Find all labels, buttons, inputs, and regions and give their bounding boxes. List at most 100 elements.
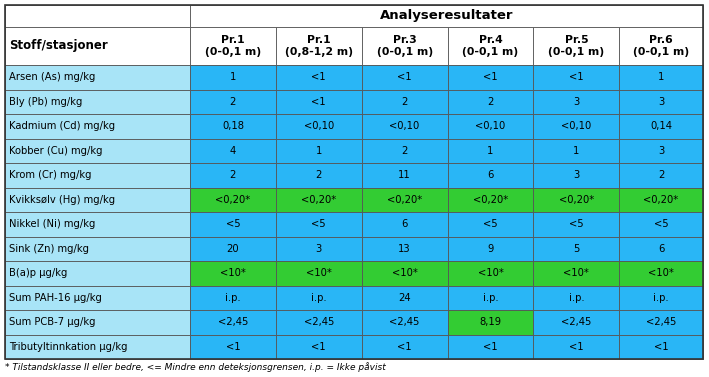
Text: Pr.6
(0-0,1 m): Pr.6 (0-0,1 m)	[633, 35, 689, 57]
Bar	[276, 163, 362, 187]
Bar	[276, 27, 362, 65]
Bar	[276, 138, 362, 163]
Text: 2: 2	[230, 97, 236, 107]
Text: <1: <1	[569, 342, 584, 352]
Text: <0,10: <0,10	[562, 121, 591, 131]
Bar	[619, 212, 703, 236]
Bar	[533, 236, 619, 261]
Bar	[362, 138, 447, 163]
Text: <10*: <10*	[220, 268, 246, 278]
Text: <0,20*: <0,20*	[644, 195, 679, 205]
Bar	[5, 212, 190, 236]
Bar	[276, 236, 362, 261]
Text: Sum PAH-16 μg/kg: Sum PAH-16 μg/kg	[9, 293, 102, 303]
Text: <0,20*: <0,20*	[301, 195, 336, 205]
Bar	[362, 212, 447, 236]
Bar	[276, 187, 362, 212]
Text: <1: <1	[311, 342, 326, 352]
Text: <0,10: <0,10	[475, 121, 506, 131]
Bar	[5, 187, 190, 212]
Bar	[533, 285, 619, 310]
Text: 3: 3	[658, 97, 664, 107]
Text: Kobber (Cu) mg/kg: Kobber (Cu) mg/kg	[9, 146, 103, 156]
Text: 20: 20	[227, 244, 239, 254]
Bar	[619, 285, 703, 310]
Bar	[362, 65, 447, 89]
Bar	[533, 334, 619, 359]
Bar	[447, 310, 533, 334]
Bar	[5, 236, 190, 261]
Text: Pr.5
(0-0,1 m): Pr.5 (0-0,1 m)	[548, 35, 604, 57]
Bar	[362, 236, 447, 261]
Text: 1: 1	[573, 146, 579, 156]
Bar	[190, 187, 276, 212]
Bar	[533, 138, 619, 163]
Text: Tributyltinnkation μg/kg: Tributyltinnkation μg/kg	[9, 342, 128, 352]
Text: Kvikksølv (Hg) mg/kg: Kvikksølv (Hg) mg/kg	[9, 195, 115, 205]
Bar	[619, 334, 703, 359]
Bar	[362, 261, 447, 285]
Text: 24: 24	[398, 293, 411, 303]
Bar	[190, 27, 276, 65]
Bar	[447, 334, 533, 359]
Bar	[362, 285, 447, 310]
Text: 8,19: 8,19	[479, 317, 501, 327]
Text: <10*: <10*	[306, 268, 332, 278]
Bar	[362, 27, 447, 65]
Text: B(a)p μg/kg: B(a)p μg/kg	[9, 268, 67, 278]
Text: 2: 2	[401, 146, 408, 156]
Bar	[5, 5, 190, 27]
Text: 6: 6	[487, 170, 493, 180]
Text: <1: <1	[397, 342, 412, 352]
Bar	[5, 138, 190, 163]
Text: <0,20*: <0,20*	[387, 195, 423, 205]
Bar	[362, 163, 447, 187]
Text: 2: 2	[401, 97, 408, 107]
Text: Pr.1
(0,8-1,2 m): Pr.1 (0,8-1,2 m)	[285, 35, 353, 57]
Text: 5: 5	[573, 244, 579, 254]
Bar	[447, 163, 533, 187]
Text: 3: 3	[573, 97, 579, 107]
Text: 0,14: 0,14	[650, 121, 672, 131]
Text: 9: 9	[487, 244, 493, 254]
Text: <0,10: <0,10	[389, 121, 420, 131]
Bar	[5, 163, 190, 187]
Bar	[619, 236, 703, 261]
Text: <10*: <10*	[564, 268, 589, 278]
Text: Sum PCB-7 μg/kg: Sum PCB-7 μg/kg	[9, 317, 96, 327]
Bar	[190, 261, 276, 285]
Bar	[447, 236, 533, 261]
Bar	[619, 27, 703, 65]
Text: Kadmium (Cd) mg/kg: Kadmium (Cd) mg/kg	[9, 121, 115, 131]
Text: Sink (Zn) mg/kg: Sink (Zn) mg/kg	[9, 244, 89, 254]
Text: <1: <1	[311, 72, 326, 82]
Bar	[362, 89, 447, 114]
Bar	[276, 65, 362, 89]
Text: Stoff/stasjoner: Stoff/stasjoner	[9, 40, 108, 52]
Bar	[447, 89, 533, 114]
Text: <0,20*: <0,20*	[559, 195, 594, 205]
Text: <1: <1	[483, 342, 498, 352]
Bar	[190, 163, 276, 187]
Text: Analyseresultater: Analyseresultater	[380, 9, 513, 23]
Text: Arsen (As) mg/kg: Arsen (As) mg/kg	[9, 72, 96, 82]
Bar	[362, 114, 447, 138]
Text: Pr.4
(0-0,1 m): Pr.4 (0-0,1 m)	[462, 35, 518, 57]
Bar	[533, 212, 619, 236]
Text: 1: 1	[316, 146, 322, 156]
Bar	[276, 212, 362, 236]
Text: <2,45: <2,45	[389, 317, 420, 327]
Bar	[276, 114, 362, 138]
Bar	[190, 65, 276, 89]
Text: <5: <5	[225, 219, 240, 229]
Text: <1: <1	[483, 72, 498, 82]
Bar	[447, 212, 533, 236]
Text: i.p.: i.p.	[483, 293, 498, 303]
Text: 6: 6	[401, 219, 408, 229]
Bar	[190, 114, 276, 138]
Bar	[362, 310, 447, 334]
Bar	[447, 285, 533, 310]
Bar	[533, 114, 619, 138]
Bar	[5, 261, 190, 285]
Text: <5: <5	[654, 219, 669, 229]
